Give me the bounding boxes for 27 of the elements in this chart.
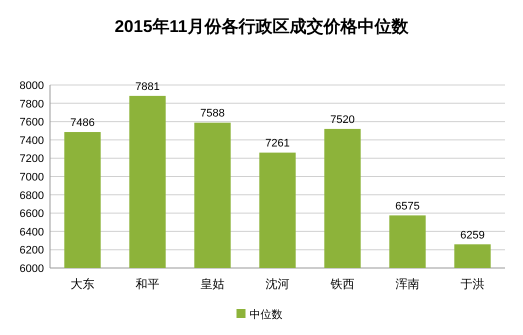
- chart-title: 2015年11月份各行政区成交价格中位数: [114, 17, 410, 36]
- y-tick-label: 6400: [20, 226, 44, 238]
- y-tick-label: 6800: [20, 190, 44, 202]
- y-tick-label: 8000: [20, 80, 44, 92]
- y-tick-label: 6000: [20, 263, 44, 275]
- data-label: 7486: [70, 117, 95, 130]
- legend-label: 中位数: [250, 308, 282, 321]
- data-label: 7588: [200, 108, 225, 120]
- data-label: 7520: [330, 114, 355, 126]
- x-tick-label: 铁西: [330, 277, 354, 291]
- x-tick-label: 于洪: [460, 277, 484, 291]
- x-tick-label: 大东: [70, 277, 94, 291]
- data-label: 6259: [460, 229, 485, 242]
- x-tick-label: 浑南: [396, 277, 420, 291]
- data-label: 7261: [265, 138, 290, 150]
- data-label: 6575: [395, 200, 420, 212]
- x-tick-label: 沈河: [266, 277, 290, 291]
- y-tick-label: 7800: [20, 98, 44, 110]
- y-tick-label: 6600: [20, 208, 44, 220]
- x-tick-label: 皇姑: [200, 277, 224, 291]
- y-tick-label: 6200: [20, 244, 44, 257]
- x-tick-label: 和平: [136, 277, 160, 291]
- data-label: 7881: [135, 80, 160, 93]
- y-tick-label: 7000: [20, 172, 44, 184]
- y-tick-label: 7600: [20, 116, 44, 129]
- y-tick-label: 7400: [20, 134, 44, 147]
- y-tick-label: 7200: [20, 153, 44, 166]
